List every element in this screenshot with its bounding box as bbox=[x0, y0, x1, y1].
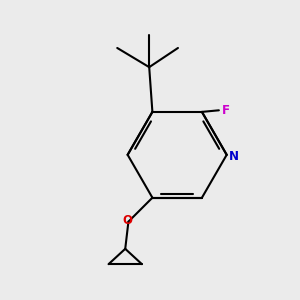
Text: F: F bbox=[222, 104, 230, 117]
Text: N: N bbox=[229, 150, 239, 163]
Text: O: O bbox=[122, 214, 133, 227]
